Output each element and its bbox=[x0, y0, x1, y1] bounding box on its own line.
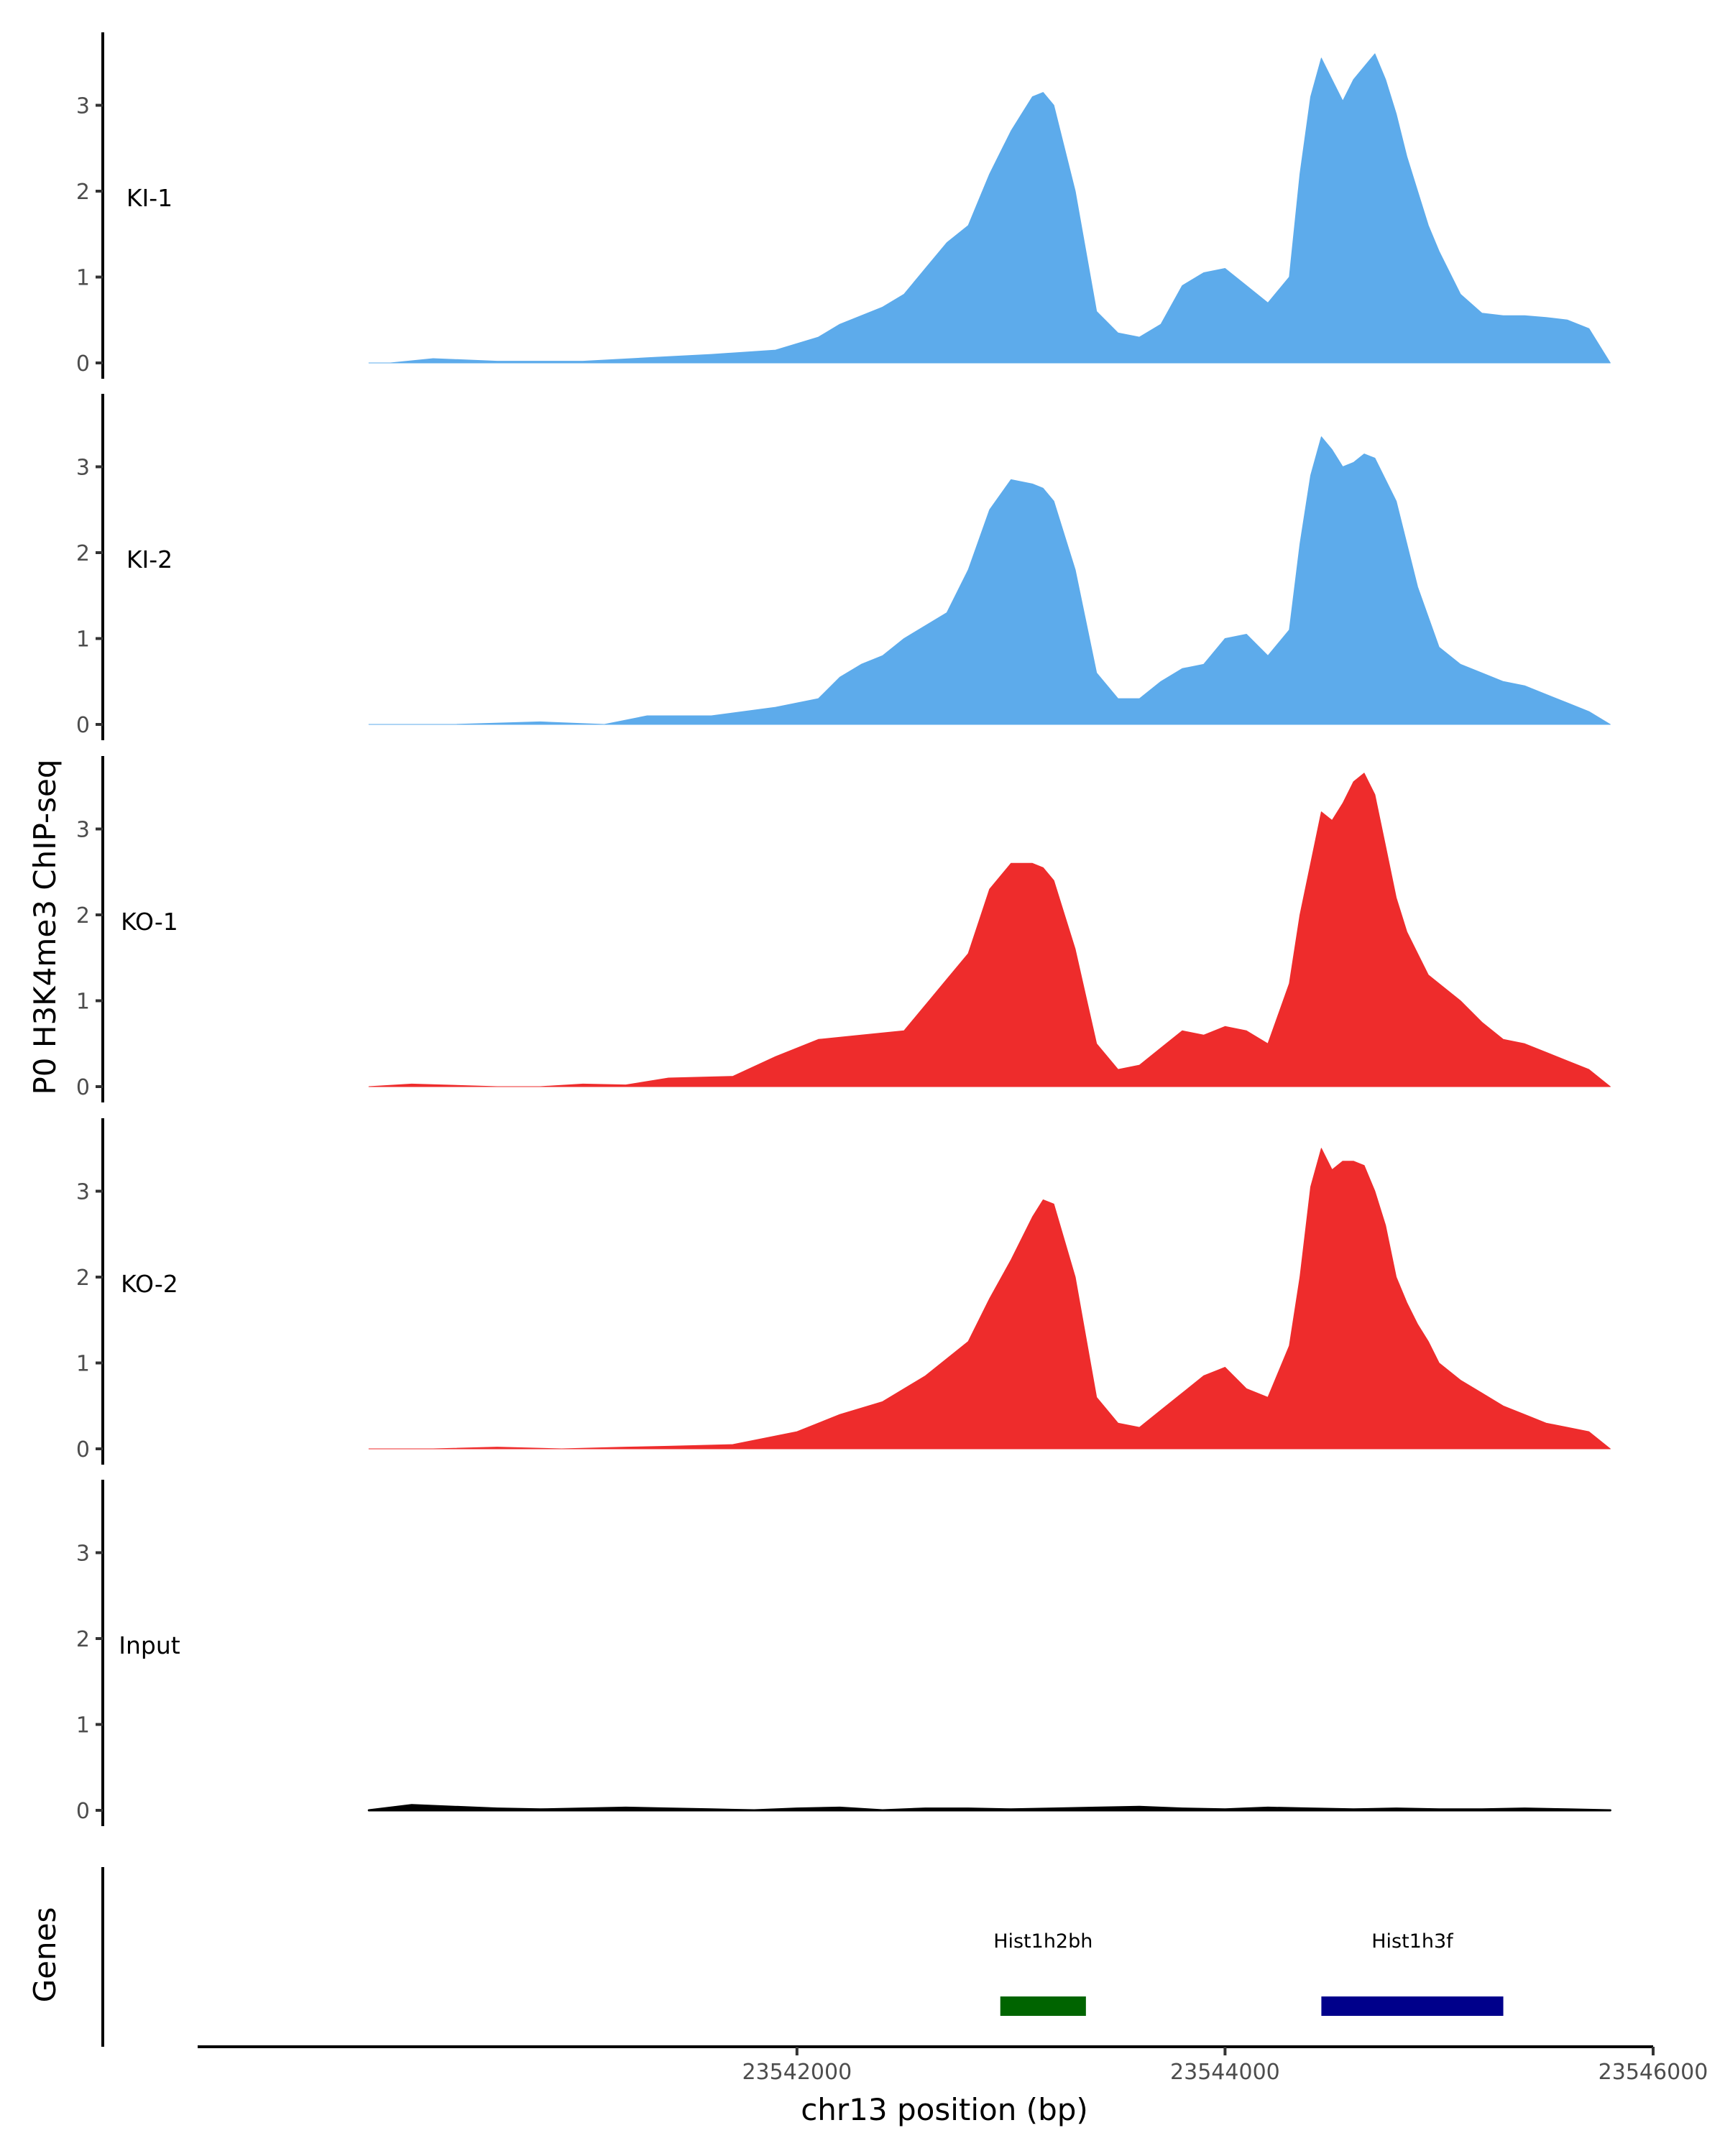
signal-area-ki-1 bbox=[368, 53, 1611, 364]
x-axis-title: chr13 position (bp) bbox=[801, 2092, 1088, 2127]
y-tick-label: 3 bbox=[76, 456, 90, 481]
y-tick-label: 3 bbox=[76, 94, 90, 119]
y-tick-label: 2 bbox=[76, 180, 90, 205]
signal-area-input bbox=[367, 1804, 1611, 1812]
track-label-input: Input bbox=[119, 1631, 180, 1659]
track-ko-1: 0 1 2 3 KO-1 bbox=[76, 756, 1611, 1102]
signal-tracks: 0 1 2 3 KI-1 0 1 2 3 KI-2 0 1 2 3 KO-1 0 1 2 3 KO-2 0 1 2 3 Inpu… bbox=[76, 32, 1611, 1826]
y-tick-label: 1 bbox=[76, 627, 90, 653]
gene-hist1h2bh: Hist1h2bh bbox=[993, 1930, 1092, 2016]
y-tick-label: 2 bbox=[76, 541, 90, 566]
track-ki-2: 0 1 2 3 KI-2 bbox=[76, 394, 1611, 740]
x-axis: 23542000 23544000 23546000 bbox=[198, 2045, 1708, 2085]
y-tick-label: 1 bbox=[76, 990, 90, 1015]
y-tick-label: 0 bbox=[76, 1437, 90, 1462]
track-ko-2: 0 1 2 3 KO-2 bbox=[76, 1118, 1611, 1465]
y-tick-label: 1 bbox=[76, 1713, 90, 1738]
gene-body bbox=[1000, 1996, 1086, 2016]
track-label-ki-1: KI-1 bbox=[126, 184, 172, 212]
y-tick-label: 3 bbox=[76, 818, 90, 843]
y-tick-label: 2 bbox=[76, 1266, 90, 1291]
y-tick-label: 0 bbox=[76, 351, 90, 377]
x-tick-label: 23544000 bbox=[1170, 2060, 1280, 2085]
signal-area-ki-2 bbox=[368, 436, 1611, 725]
gene-label: Hist1h3f bbox=[1371, 1930, 1454, 1953]
y-tick-label: 2 bbox=[76, 1627, 90, 1652]
y-tick-label: 3 bbox=[76, 1542, 90, 1567]
y-tick-label: 2 bbox=[76, 903, 90, 929]
gene-hist1h3f: Hist1h3f bbox=[1321, 1930, 1504, 2016]
x-tick-label: 23542000 bbox=[742, 2060, 852, 2085]
gene-track-title: Genes bbox=[27, 1907, 63, 2003]
y-tick-label: 0 bbox=[76, 713, 90, 738]
y-axis-title: P0 H3K4me3 ChIP-seq bbox=[27, 759, 63, 1095]
y-tick-label: 1 bbox=[76, 266, 90, 291]
track-label-ko-1: KO-1 bbox=[121, 908, 178, 936]
signal-area-ko-1 bbox=[368, 773, 1611, 1087]
track-ki-1: 0 1 2 3 KI-1 bbox=[76, 32, 1611, 379]
track-label-ki-2: KI-2 bbox=[126, 545, 172, 573]
gene-track: Hist1h2bh Hist1h3f bbox=[101, 1867, 1504, 2047]
gene-body bbox=[1321, 1996, 1504, 2016]
x-tick-label: 23546000 bbox=[1598, 2060, 1708, 2085]
track-label-ko-2: KO-2 bbox=[121, 1270, 178, 1298]
y-tick-label: 0 bbox=[76, 1075, 90, 1100]
y-tick-label: 0 bbox=[76, 1799, 90, 1824]
y-tick-label: 1 bbox=[76, 1352, 90, 1377]
gene-label: Hist1h2bh bbox=[993, 1930, 1092, 1953]
signal-area-ko-2 bbox=[368, 1148, 1611, 1450]
track-input: 0 1 2 3 Input bbox=[76, 1480, 1611, 1826]
y-tick-label: 3 bbox=[76, 1180, 90, 1205]
